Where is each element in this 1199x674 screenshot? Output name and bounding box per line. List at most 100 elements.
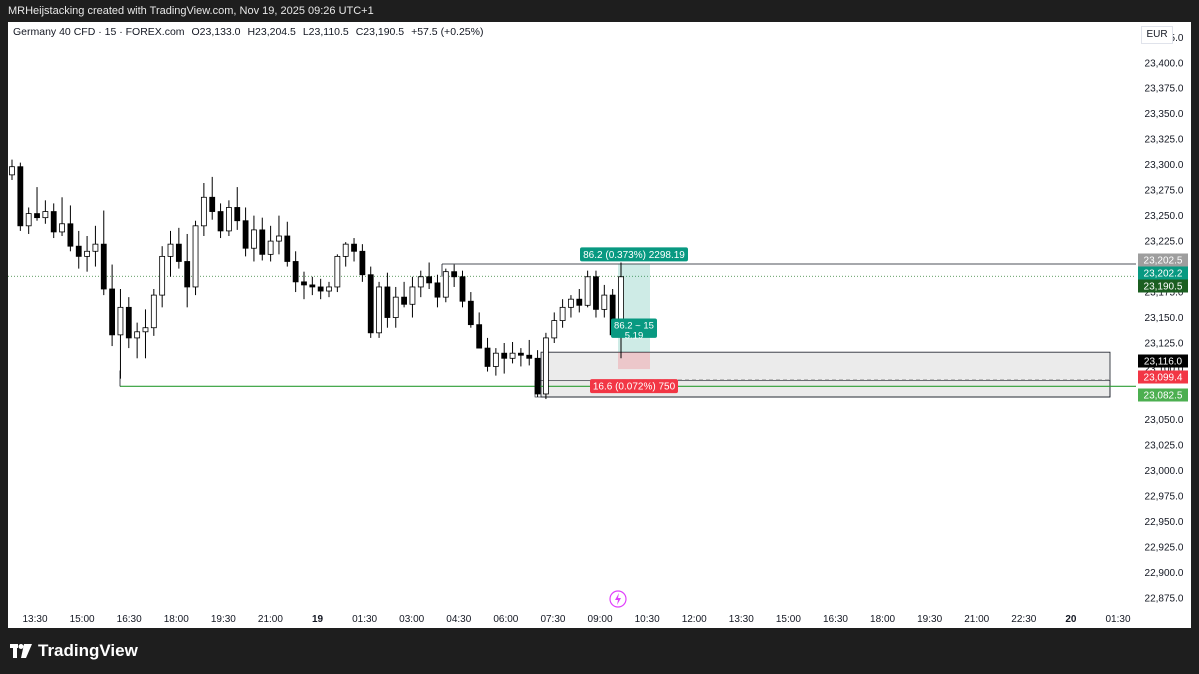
price-label: 23,202.5 xyxy=(1144,256,1183,267)
stop-label-bg xyxy=(590,379,678,394)
candle-body xyxy=(117,306,124,336)
candle-body xyxy=(109,288,116,336)
candle-body xyxy=(568,298,574,308)
candle-body xyxy=(267,240,274,255)
candle-body xyxy=(167,243,174,257)
candle-body xyxy=(34,213,40,219)
candle-body xyxy=(84,250,90,257)
y-tick-label: 23,250.0 xyxy=(1145,211,1184,222)
price-label: 23,099.4 xyxy=(1144,373,1183,384)
y-tick-label: 23,025.0 xyxy=(1145,440,1184,451)
candle-body xyxy=(484,347,491,367)
candle-body xyxy=(593,276,599,310)
target-label: 86.2 (0.373%) 2298.19 xyxy=(583,250,685,261)
candle-body xyxy=(226,207,232,232)
y-tick-label: 23,100.0 xyxy=(1145,364,1184,375)
x-tick-label: 13:30 xyxy=(22,614,47,625)
x-tick-label: 18:00 xyxy=(870,614,895,625)
candle-body xyxy=(284,235,291,262)
x-tick-label: 03:00 xyxy=(399,614,424,625)
x-tick-label: 13:30 xyxy=(729,614,754,625)
tradingview-logo-icon xyxy=(10,644,32,658)
candle-body xyxy=(451,271,458,278)
candle-body xyxy=(559,306,566,321)
symbol-name[interactable]: Germany 40 CFD · 15 · FOREX.com xyxy=(13,26,185,38)
brand-name: TradingView xyxy=(38,641,138,660)
stop-label: 16.6 (0.072%) 750 xyxy=(593,382,676,393)
candle-body xyxy=(392,296,399,318)
candle-body xyxy=(67,223,74,247)
y-tick-label: 23,300.0 xyxy=(1145,160,1184,171)
candle-body xyxy=(517,352,524,356)
y-tick-label: 23,400.0 xyxy=(1145,58,1184,69)
ohlc-high: H23,204.5 xyxy=(247,26,296,38)
y-tick-label: 23,000.0 xyxy=(1145,466,1184,477)
y-tick-label: 22,875.0 xyxy=(1145,593,1184,604)
x-tick-label: 04:30 xyxy=(446,614,471,625)
y-tick-label: 22,950.0 xyxy=(1145,517,1184,528)
x-tick-label: 15:00 xyxy=(776,614,801,625)
candle-body xyxy=(242,220,249,249)
position-center-label-bg xyxy=(611,318,657,338)
y-tick-label: 23,350.0 xyxy=(1145,109,1184,120)
x-tick-label: 06:00 xyxy=(493,614,518,625)
currency-button[interactable]: EUR xyxy=(1141,26,1173,44)
x-tick-label: 09:00 xyxy=(588,614,613,625)
candle-body xyxy=(50,211,57,233)
candle-body xyxy=(142,327,149,333)
candle-body xyxy=(59,223,65,233)
candle-body xyxy=(184,261,191,288)
candle-body xyxy=(509,352,516,359)
price-label-bg xyxy=(1138,370,1188,384)
x-tick-label: 21:00 xyxy=(258,614,283,625)
y-tick-label: 22,925.0 xyxy=(1145,542,1184,553)
candle-body xyxy=(259,229,266,255)
position-center-label-2: 5.19 xyxy=(625,331,644,342)
y-tick-label: 23,175.0 xyxy=(1145,288,1184,299)
caption-text: MRHeijstacking created with TradingView.… xyxy=(8,5,374,17)
candle-body xyxy=(417,276,424,288)
y-tick-label: 22,975.0 xyxy=(1145,491,1184,502)
target-label-bg xyxy=(580,247,688,262)
candle-body xyxy=(209,196,216,212)
candle-body xyxy=(159,255,166,296)
ohlc-low: L23,110.5 xyxy=(302,26,349,38)
candle-body xyxy=(409,286,416,305)
candle-body xyxy=(309,284,316,288)
candle-body xyxy=(426,276,433,284)
y-tick-label: 23,275.0 xyxy=(1145,186,1184,197)
y-tick-label: 23,325.0 xyxy=(1145,135,1184,146)
x-tick-label: 01:30 xyxy=(1105,614,1130,625)
x-tick-label: 19:30 xyxy=(211,614,236,625)
price-label: 23,190.5 xyxy=(1144,282,1183,293)
candle-body xyxy=(459,276,466,302)
candle-body xyxy=(534,357,541,395)
price-label-bg xyxy=(1138,266,1188,280)
y-tick-label: 23,050.0 xyxy=(1145,415,1184,426)
price-label-bg xyxy=(1138,253,1188,267)
candle-body xyxy=(351,243,357,252)
price-label-bg xyxy=(1138,279,1188,293)
x-tick-label: 16:30 xyxy=(117,614,142,625)
candle-body xyxy=(217,211,224,232)
x-tick-label: 10:30 xyxy=(635,614,660,625)
ohlc-change: +57.5 (+0.25%) xyxy=(411,26,484,38)
chart-area[interactable] xyxy=(8,22,1191,628)
candle-body xyxy=(551,320,558,339)
candle-body xyxy=(326,286,332,292)
event-flash-icon xyxy=(615,593,621,605)
candle-body xyxy=(276,235,282,242)
candle-body xyxy=(42,211,49,219)
x-tick-label: 19:30 xyxy=(917,614,942,625)
y-tick-label: 23,225.0 xyxy=(1145,237,1184,248)
footer-bar xyxy=(0,628,1199,674)
price-label-bg xyxy=(1138,354,1188,368)
price-label: 23,202.2 xyxy=(1144,269,1183,280)
y-tick-label: 23,150.0 xyxy=(1145,313,1184,324)
candle-body xyxy=(17,166,24,227)
y-tick-label: 22,900.0 xyxy=(1145,568,1184,579)
candle-body xyxy=(251,229,257,249)
candle-body xyxy=(442,271,449,298)
x-tick-label: 12:00 xyxy=(682,614,707,625)
